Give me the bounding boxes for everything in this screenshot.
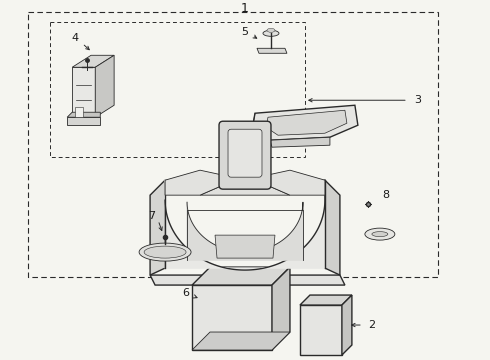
Polygon shape	[165, 170, 223, 195]
Polygon shape	[272, 267, 290, 350]
Polygon shape	[270, 137, 330, 147]
Polygon shape	[192, 267, 290, 285]
Ellipse shape	[139, 243, 191, 261]
Bar	[75, 107, 83, 117]
Text: 3: 3	[415, 95, 421, 105]
Text: 7: 7	[148, 211, 156, 221]
Text: 6: 6	[183, 288, 190, 298]
Ellipse shape	[372, 231, 388, 237]
Ellipse shape	[365, 228, 395, 240]
Bar	[50, 22, 305, 157]
Text: 2: 2	[368, 320, 375, 330]
Polygon shape	[95, 55, 114, 117]
Polygon shape	[150, 180, 165, 275]
Text: 5: 5	[242, 27, 248, 37]
Ellipse shape	[267, 28, 275, 32]
Text: 1: 1	[241, 2, 249, 15]
Polygon shape	[200, 185, 290, 195]
Text: 8: 8	[382, 190, 390, 200]
Polygon shape	[67, 117, 100, 125]
Polygon shape	[165, 180, 325, 270]
Polygon shape	[300, 295, 352, 305]
FancyBboxPatch shape	[219, 121, 271, 189]
Polygon shape	[72, 55, 114, 67]
Polygon shape	[67, 112, 100, 117]
Bar	[28, 12, 438, 277]
Ellipse shape	[263, 30, 279, 36]
FancyBboxPatch shape	[228, 129, 262, 177]
Polygon shape	[192, 332, 290, 350]
Polygon shape	[300, 305, 342, 355]
Ellipse shape	[144, 246, 186, 258]
Bar	[252, 133, 270, 145]
Polygon shape	[72, 67, 95, 117]
Text: 4: 4	[72, 33, 79, 43]
Polygon shape	[257, 48, 287, 53]
Polygon shape	[342, 295, 352, 355]
Polygon shape	[325, 180, 340, 275]
Polygon shape	[252, 105, 358, 140]
Polygon shape	[266, 110, 347, 135]
Polygon shape	[192, 285, 272, 350]
Polygon shape	[150, 275, 345, 285]
Polygon shape	[267, 170, 325, 195]
Polygon shape	[187, 202, 303, 260]
Polygon shape	[215, 235, 275, 258]
